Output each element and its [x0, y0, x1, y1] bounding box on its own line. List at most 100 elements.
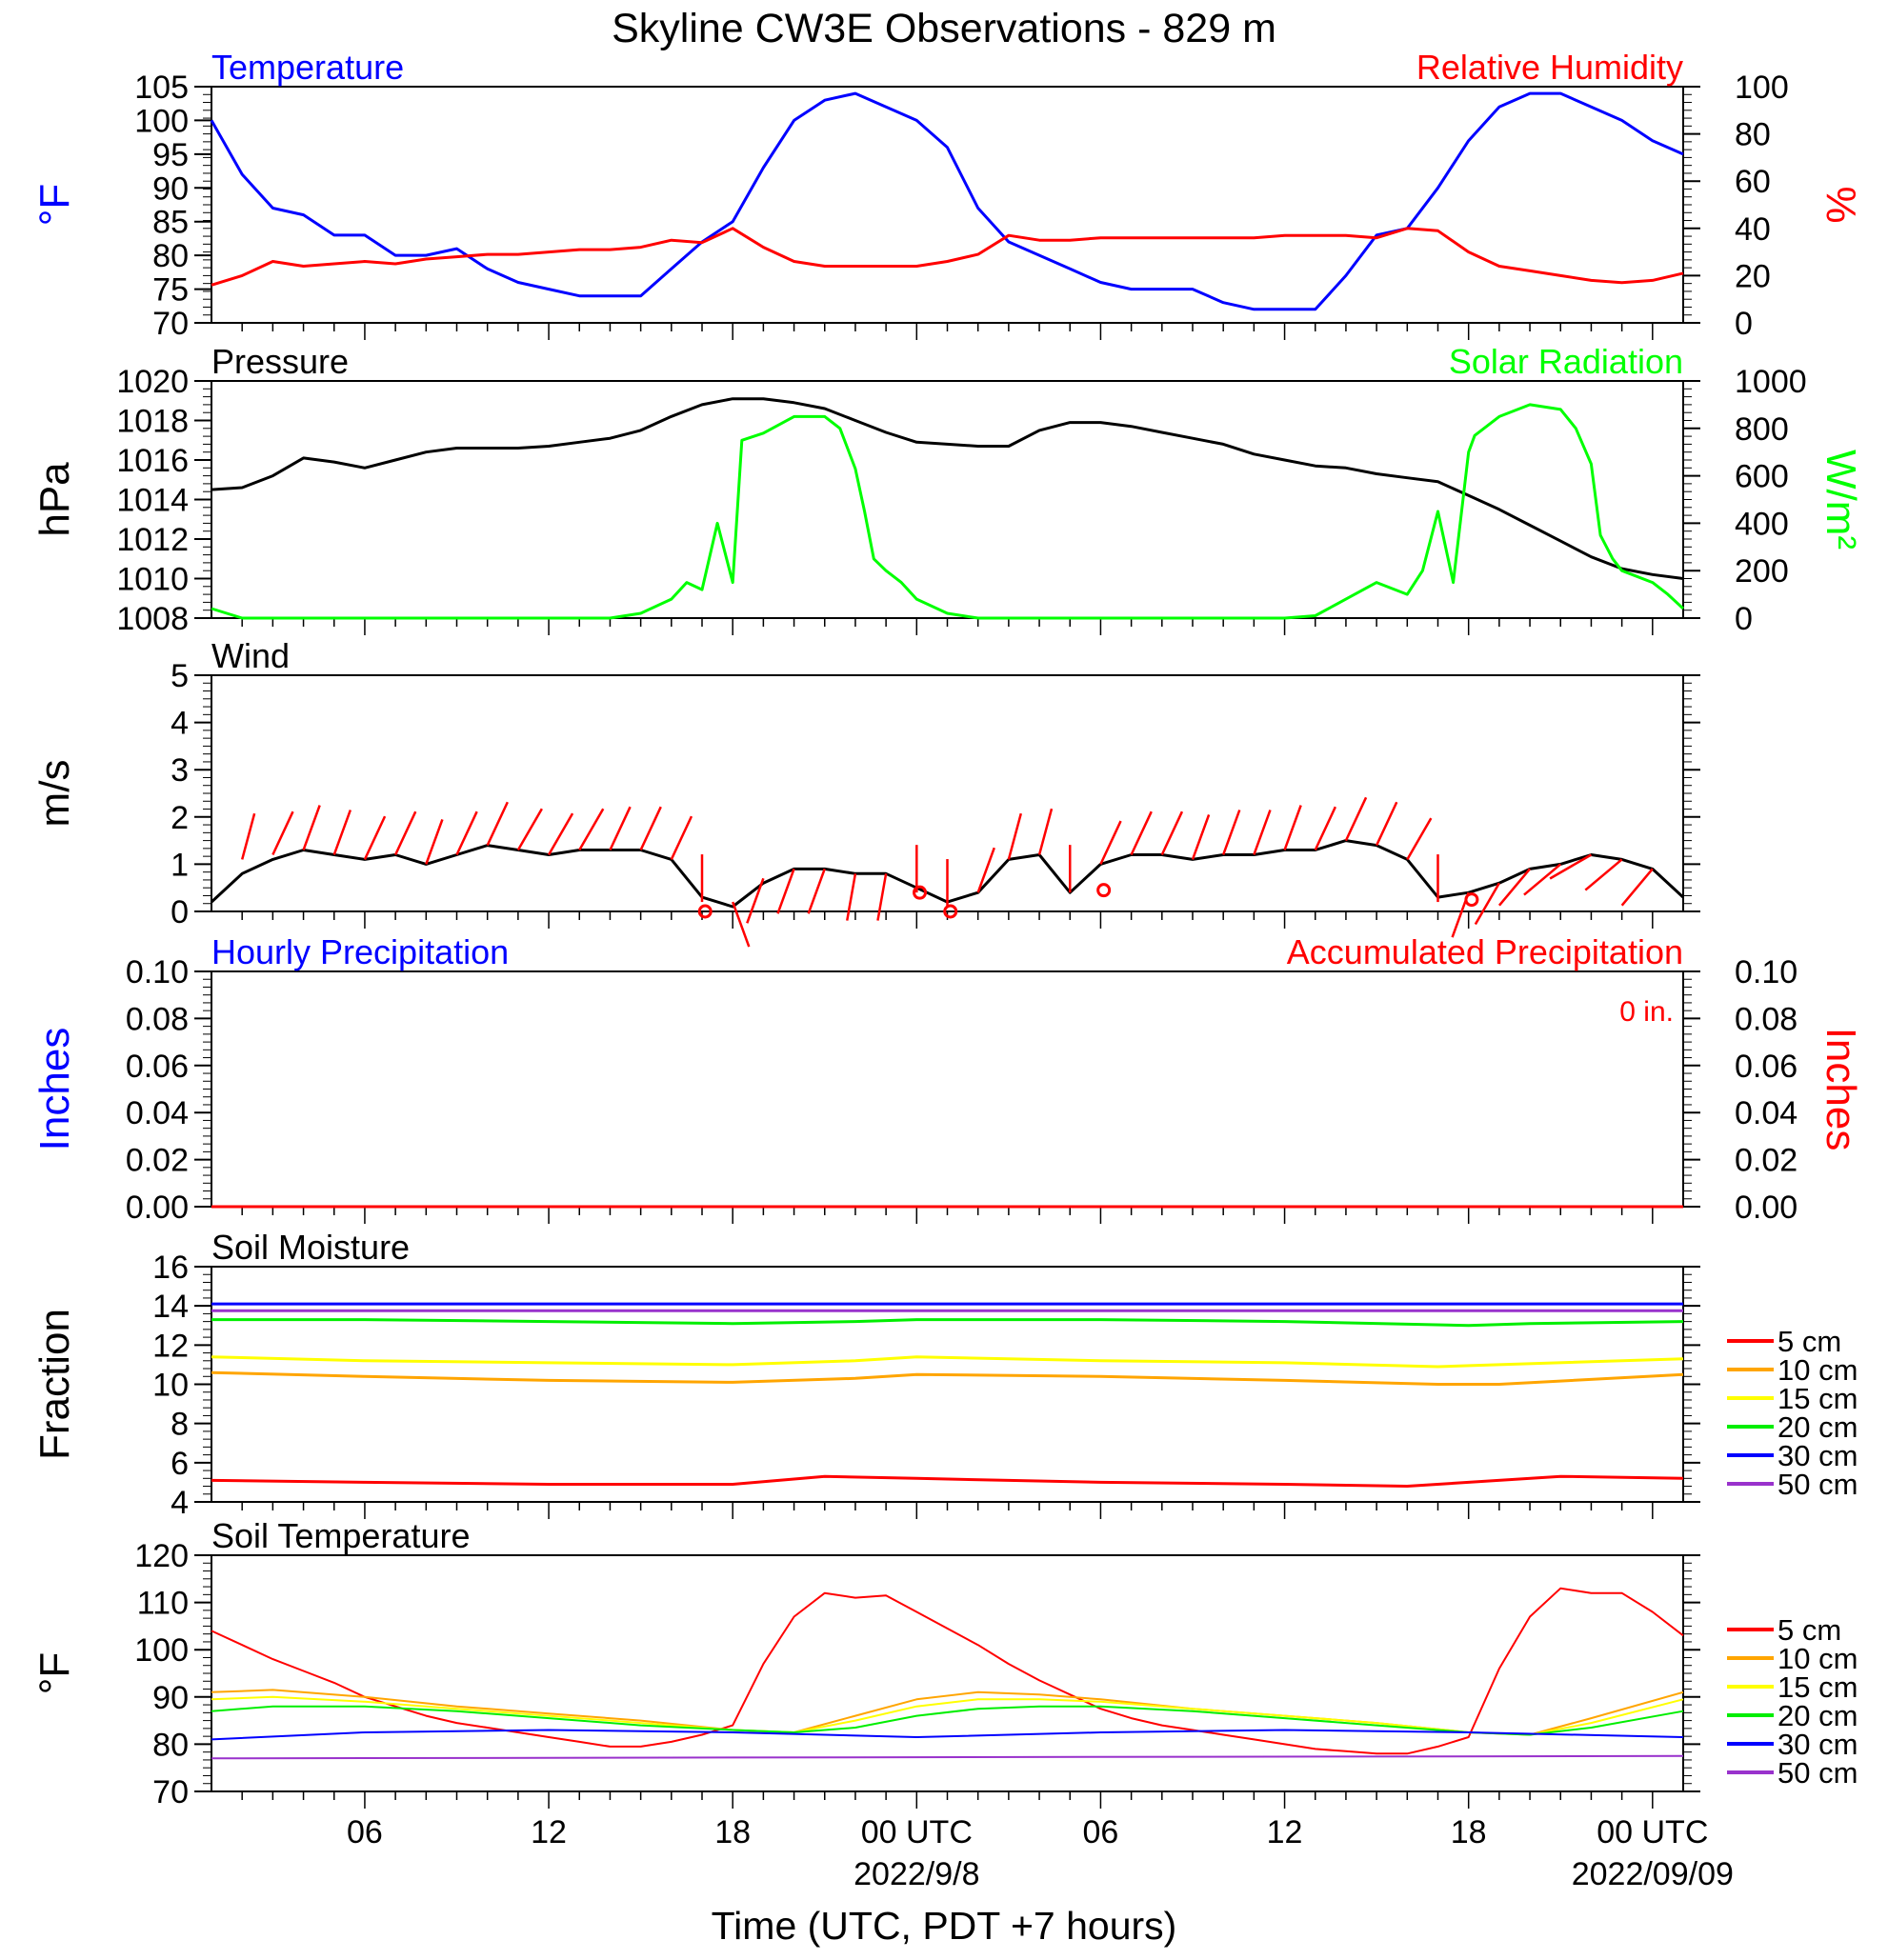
- wind-barb: [486, 801, 509, 847]
- wind-barb: [578, 808, 605, 851]
- wind-barb: [1474, 882, 1500, 926]
- y-right-tick-label: 0.06: [1735, 1049, 1798, 1085]
- panel-title-left: Pressure: [211, 342, 349, 381]
- panel-title-left: Temperature: [211, 48, 404, 87]
- wind-barb: [1191, 814, 1211, 860]
- x-tick-label: 12: [1267, 1814, 1303, 1850]
- panel-title-right: Solar Radiation: [1449, 342, 1683, 381]
- y-tick-label: 105: [134, 70, 189, 106]
- series-line-temperature: [210, 91, 1684, 311]
- y-axis-title-left: °F: [31, 184, 78, 226]
- wind-barb: [732, 901, 751, 948]
- y-tick-label: 1010: [116, 562, 189, 598]
- y-tick-label: 110: [137, 1586, 189, 1622]
- wind-barb: [1497, 868, 1532, 907]
- wind-barb: [240, 812, 256, 860]
- y-tick-label: 14: [152, 1289, 189, 1325]
- y-right-tick-label: 100: [1735, 70, 1789, 106]
- wind-barb: [1584, 858, 1623, 891]
- x-date-label: 2022/9/8: [854, 1856, 979, 1892]
- y-right-tick-label: 80: [1735, 117, 1771, 153]
- legend-label: 30 cm: [1778, 1439, 1858, 1472]
- legend-label: 50 cm: [1778, 1468, 1858, 1501]
- wind-barb: [1620, 868, 1654, 907]
- y-tick-label: 85: [152, 205, 189, 241]
- y-tick-label: 0.04: [126, 1095, 189, 1131]
- wind-barb: [1375, 801, 1398, 847]
- y-axis-title-right: W/m²: [1818, 450, 1864, 550]
- wind-barb: [776, 868, 795, 914]
- legend-label: 20 cm: [1778, 1410, 1858, 1444]
- y-tick-label: 95: [152, 137, 189, 173]
- y-tick-label: 0: [171, 894, 189, 930]
- y-tick-label: 80: [152, 1727, 189, 1763]
- wind-barb: [1406, 817, 1433, 861]
- legend-label: 30 cm: [1778, 1728, 1858, 1761]
- wind-barb: [547, 812, 574, 856]
- y-tick-label: 0.06: [126, 1049, 189, 1085]
- wind-barb: [516, 808, 543, 851]
- wind-barb: [393, 810, 417, 856]
- y-tick-label: 120: [134, 1538, 189, 1574]
- y-right-tick-label: 0.10: [1735, 954, 1798, 990]
- y-axis-title-right: %: [1818, 186, 1864, 223]
- y-axis-title-left: m/s: [31, 760, 78, 828]
- x-tick-label: 06: [1083, 1814, 1119, 1850]
- y-right-tick-label: 60: [1735, 164, 1771, 200]
- wind-barb: [976, 847, 995, 893]
- wind-barb: [363, 815, 387, 860]
- series-line-20-cm: [211, 1705, 1684, 1736]
- series-line-5-cm: [211, 1587, 1684, 1755]
- wind-barb: [1283, 805, 1302, 850]
- y-tick-label: 5: [171, 658, 189, 694]
- panel-title-left: Soil Temperature: [211, 1516, 470, 1555]
- y-right-tick-label: 20: [1735, 258, 1771, 294]
- x-axis-title: Time (UTC, PDT +7 hours): [712, 1904, 1177, 1948]
- panel-temp_rh: 707580859095100105020406080100Temperatur…: [31, 48, 1864, 342]
- wind-barb: [670, 815, 693, 860]
- y-axis-title-left: hPa: [31, 462, 78, 537]
- panel-soil_temp: 70 80 90 100 110 120 Soil Temperature °F 5 cm10 …: [31, 1516, 1858, 1810]
- y-tick-label: 1012: [116, 522, 189, 558]
- panel-title-right: Accumulated Precipitation: [1287, 932, 1683, 971]
- series-line-20-cm: [211, 1318, 1684, 1328]
- series-line-10-cm: [211, 1370, 1684, 1386]
- y-tick-label: 0.00: [126, 1190, 189, 1226]
- wind-barb: [807, 868, 826, 914]
- series-line-30-cm: [211, 1729, 1684, 1741]
- panel-title-right: Relative Humidity: [1416, 48, 1683, 87]
- calm-wind-marker: [697, 904, 713, 919]
- series-line-pressure: [211, 397, 1684, 580]
- y-tick-label: 1020: [116, 364, 189, 400]
- y-tick-label: 1: [171, 847, 189, 883]
- y-tick-label: 80: [152, 238, 189, 274]
- y-right-tick-label: 400: [1735, 506, 1789, 542]
- y-right-tick-label: 0: [1735, 601, 1753, 637]
- y-tick-label: 1016: [116, 443, 189, 479]
- x-tick-label: 18: [1451, 1814, 1487, 1850]
- y-right-tick-label: 0.00: [1735, 1190, 1798, 1226]
- x-date-label: 2022/09/09: [1572, 1856, 1734, 1892]
- series-line-solar-radiation: [211, 403, 1685, 620]
- y-tick-label: 70: [152, 306, 189, 342]
- panel-title-left: Wind: [211, 636, 290, 675]
- y-tick-label: 2: [171, 800, 189, 836]
- y-axis-title-left: °F: [31, 1652, 78, 1694]
- y-right-tick-label: 40: [1735, 211, 1771, 248]
- x-tick-label: 06: [347, 1814, 383, 1850]
- wind-barb: [746, 877, 765, 924]
- y-right-tick-label: 200: [1735, 553, 1789, 590]
- y-right-tick-label: 0.04: [1735, 1095, 1798, 1131]
- y-tick-label: 6: [171, 1446, 189, 1482]
- calm-wind-marker: [913, 885, 928, 900]
- y-tick-label: 8: [171, 1407, 189, 1443]
- x-tick-label: 18: [714, 1814, 751, 1850]
- legend-label: 5 cm: [1778, 1613, 1841, 1647]
- wind-barb: [425, 818, 444, 865]
